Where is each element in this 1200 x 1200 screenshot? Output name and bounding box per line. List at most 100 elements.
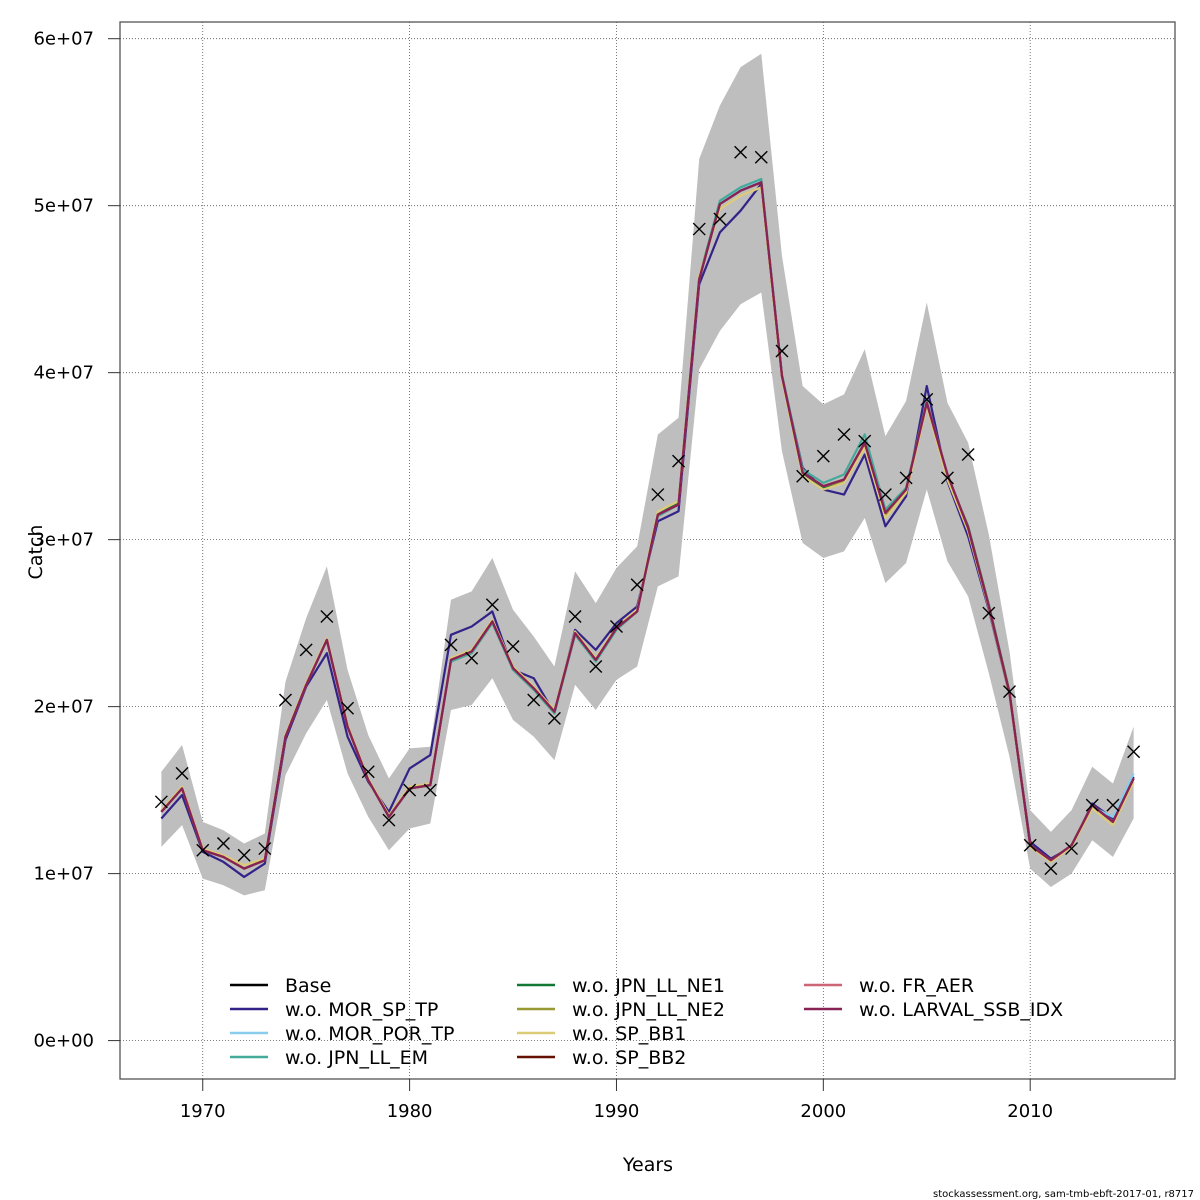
observed-point-stroke [237,848,251,862]
legend-item: w.o. SP_BB1 [517,1023,686,1045]
observed-point [175,766,189,780]
confidence-band [161,53,1134,896]
plot-frame [119,21,1176,1080]
observed-point-stroke [506,640,520,654]
observed-point-stroke [444,638,458,652]
observed-point [796,469,810,483]
observed-point [672,454,686,468]
observed-point-stroke [878,488,892,502]
observed-point-stroke [1065,842,1079,856]
legend-label: w.o. FR_AER [859,975,974,997]
observed-point [361,765,375,779]
observed-point [154,795,168,809]
observed-point-stroke [692,222,706,236]
observed-point-stroke [630,578,644,592]
observed-point [713,212,727,226]
observed-point-stroke [216,837,230,851]
observed-point-stroke [485,598,499,612]
observed-point [382,813,396,827]
observed-point [609,619,623,633]
observed-point-stroke [589,660,603,674]
x-tick-label: 2000 [800,1101,846,1122]
observed-point [734,145,748,159]
observed-point [527,693,541,707]
observed-point [899,471,913,485]
observed-points-layer [154,145,1141,876]
observed-point [1023,838,1037,852]
observed-point-stroke [837,427,851,441]
x-tick-label: 1980 [387,1101,433,1122]
observed-point [651,488,665,502]
observed-point-stroke [299,643,313,657]
x-tick-label: 1970 [180,1101,226,1122]
observed-point [423,783,437,797]
y-axis: 0e+00 1e+07 2e+07 3e+07 4e+07 5e+07 6e+07 [33,29,120,1052]
legend-item: w.o. SP_BB2 [517,1047,686,1069]
observed-point-stroke [423,783,437,797]
observed-point-stroke [858,434,872,448]
observed-point-stroke [796,469,810,483]
observed-point-stroke [382,813,396,827]
observed-point-stroke [1003,685,1017,699]
legend-label: Base [285,975,331,997]
legend-label: w.o. LARVAL_SSB_IDX [859,999,1063,1021]
observed-point-stroke [609,619,623,633]
observed-point [547,711,561,725]
observed-point-stroke [775,344,789,358]
observed-point [940,471,954,485]
observed-point [216,837,230,851]
observed-point [775,344,789,358]
x-tick-label: 2010 [1007,1101,1053,1122]
observed-point [1003,685,1017,699]
observed-point-stroke [361,765,375,779]
legend-label: w.o. JPN_LL_EM [285,1047,428,1069]
series-line-w-o-larval-ssb-idx [160,181,1135,870]
y-tick-label: 4e+07 [33,363,94,384]
legend-item: w.o. FR_AER [804,975,974,997]
observed-point [196,843,210,857]
legend-item: w.o. JPN_LL_NE2 [517,999,725,1021]
y-tick-label: 6e+07 [33,29,94,50]
observed-point-stroke [320,609,334,623]
observed-point-stroke [1044,862,1058,876]
observed-point-stroke [568,609,582,623]
observed-point [444,638,458,652]
observed-point [485,598,499,612]
observed-point-stroke [899,471,913,485]
footer-credit: stockassessment.org, sam-tmb-ebft-2017-0… [933,1189,1194,1200]
observed-point [692,222,706,236]
observed-point-stroke [961,447,975,461]
observed-point-stroke [547,711,561,725]
legend-item: w.o. JPN_LL_NE1 [517,975,725,997]
legend-label: w.o. JPN_LL_NE1 [572,975,725,997]
observed-point-stroke [465,651,479,665]
observed-point-stroke [651,488,665,502]
series-lines-layer [160,177,1135,879]
x-axis: 1970 1980 1990 2000 2010 [180,1079,1053,1122]
y-tick-label: 1e+07 [33,864,94,885]
observed-point [320,609,334,623]
observed-point-stroke [1106,798,1120,812]
observed-point-stroke [940,471,954,485]
observed-point-stroke [672,454,686,468]
confidence-band-layer [161,53,1134,896]
x-tick-label: 1990 [594,1101,640,1122]
legend-item: Base [230,975,331,997]
observed-point [237,848,251,862]
observed-point [1044,862,1058,876]
observed-point [589,660,603,674]
observed-point [568,609,582,623]
observed-point [816,449,830,463]
legend-item: w.o. MOR_POR_TP [230,1023,454,1045]
observed-point [341,701,355,715]
observed-point [858,434,872,448]
observed-point [1127,745,1141,759]
observed-point [1106,798,1120,812]
y-tick-label: 2e+07 [33,697,94,718]
y-axis-title: Catch [25,525,47,580]
y-tick-label: 0e+00 [33,1031,94,1052]
observed-point-stroke [982,606,996,620]
observed-point-stroke [734,145,748,159]
